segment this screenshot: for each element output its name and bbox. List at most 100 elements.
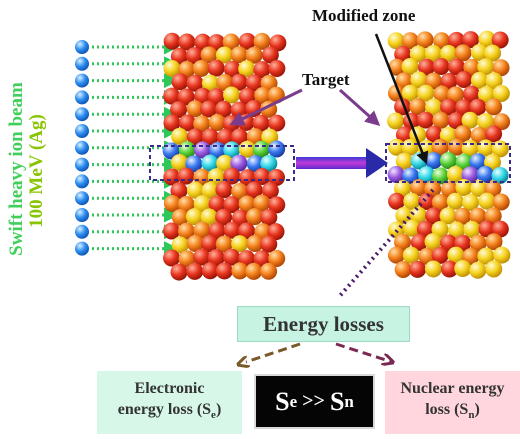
right-target-atom xyxy=(416,31,434,49)
nuclear-line1: Nuclear energy xyxy=(400,380,505,398)
left-target-atom xyxy=(194,33,212,51)
right-target-atom xyxy=(401,84,419,102)
ion-particle xyxy=(75,56,89,71)
electronic-line2: energy loss (Se) xyxy=(118,399,222,426)
target-arrow-right xyxy=(338,88,381,127)
left-target-atom xyxy=(253,250,271,268)
right-target-atom xyxy=(463,221,481,239)
right-target-atom xyxy=(469,207,487,225)
ion-particle xyxy=(75,174,89,189)
left-target-atom xyxy=(223,196,241,214)
ratio-operator: >> xyxy=(297,390,330,412)
right-target-atom xyxy=(448,58,466,76)
left-target-atom xyxy=(245,46,263,64)
left-target-atom xyxy=(163,249,181,267)
left-target-atom xyxy=(170,101,188,119)
energy-losses-box: Energy losses xyxy=(237,306,410,342)
right-target-atom xyxy=(491,140,509,158)
right-target-atom xyxy=(425,207,443,225)
ion-particle xyxy=(75,157,89,172)
ratio-left-sub: e xyxy=(289,391,298,411)
left-target-atom xyxy=(163,114,181,132)
right-target-atom xyxy=(439,207,457,225)
ion-particle xyxy=(75,191,89,206)
ratio-right: S xyxy=(329,386,345,416)
left-target-atom xyxy=(216,74,234,92)
right-target-atom xyxy=(492,193,510,211)
left-target-atom xyxy=(246,235,264,253)
right-target-atom xyxy=(447,86,465,104)
right-target-atom xyxy=(455,99,473,117)
right-target-atom xyxy=(425,125,443,143)
right-target-track-atom xyxy=(469,153,487,171)
left-target-atom xyxy=(201,262,219,280)
left-target-atom xyxy=(201,74,219,92)
right-target-atom xyxy=(485,260,503,278)
left-target-slab xyxy=(162,32,287,281)
left-target-atom xyxy=(238,169,256,187)
right-target-atom xyxy=(454,207,472,225)
ion-track-box-left xyxy=(149,145,295,181)
right-target-atom xyxy=(447,246,465,264)
left-target-atom xyxy=(186,262,204,280)
right-target-atom xyxy=(409,206,427,224)
left-target-atom xyxy=(238,60,256,78)
right-target-atom xyxy=(433,32,451,50)
right-target-atom xyxy=(478,220,496,238)
left-target-atom xyxy=(163,168,181,186)
beam-label-line2: 100 MeV (Ag) xyxy=(26,114,47,228)
right-target-atom xyxy=(394,180,412,198)
left-target-track-atom xyxy=(185,155,203,173)
left-target-atom xyxy=(170,263,188,281)
right-target-atom xyxy=(394,261,412,279)
right-target-track-atom xyxy=(455,153,473,171)
right-target-atom xyxy=(478,192,496,210)
right-target-atom xyxy=(387,32,405,50)
left-target-atom xyxy=(260,262,278,280)
left-target-atom xyxy=(163,87,181,105)
left-target-atom xyxy=(253,61,271,79)
left-target-atom xyxy=(215,181,233,199)
ion-particle xyxy=(75,124,89,138)
right-target-atom xyxy=(401,32,419,50)
right-target-atom xyxy=(387,246,405,264)
left-target-atom xyxy=(223,86,241,104)
left-target-atom xyxy=(254,86,272,104)
right-target-atom xyxy=(493,113,511,131)
right-target-track-atom xyxy=(395,152,413,170)
nuclear-energy-loss-box: Nuclear energy loss (Sn) xyxy=(385,371,520,434)
ion-particle xyxy=(75,208,89,222)
right-target-track-atom xyxy=(446,165,464,183)
left-target-atom xyxy=(201,128,219,146)
ion-beam-group xyxy=(75,39,179,257)
right-target-atom xyxy=(403,192,421,210)
electronic-close: ) xyxy=(215,401,222,419)
left-target-atom xyxy=(163,195,181,213)
branch-arrow-electronic xyxy=(246,342,301,362)
right-target-atom xyxy=(470,44,488,62)
right-target-atom xyxy=(491,220,509,238)
right-target-track-atom xyxy=(491,166,509,184)
left-target-atom xyxy=(238,32,256,50)
left-target-atom xyxy=(170,182,188,200)
left-target-atom xyxy=(178,33,196,51)
left-target-atom xyxy=(215,46,233,64)
right-target-track-atom xyxy=(418,166,436,184)
ion-particle xyxy=(75,90,89,105)
left-target-atom xyxy=(186,128,204,146)
right-target-atom xyxy=(477,58,495,76)
left-target-atom xyxy=(223,248,241,266)
right-target-atom xyxy=(454,125,472,143)
left-target-atom xyxy=(200,100,218,118)
left-target-atom xyxy=(192,59,210,77)
right-target-atom xyxy=(493,246,511,264)
right-target-atom xyxy=(470,179,488,197)
left-target-atom xyxy=(231,235,249,253)
left-target-atom xyxy=(177,222,195,240)
left-target-atom xyxy=(163,59,181,77)
left-target-atom xyxy=(268,249,286,267)
right-target-atom xyxy=(424,72,442,90)
left-target-atom xyxy=(207,168,225,186)
left-target-atom xyxy=(185,47,203,65)
left-target-atom xyxy=(171,208,189,226)
